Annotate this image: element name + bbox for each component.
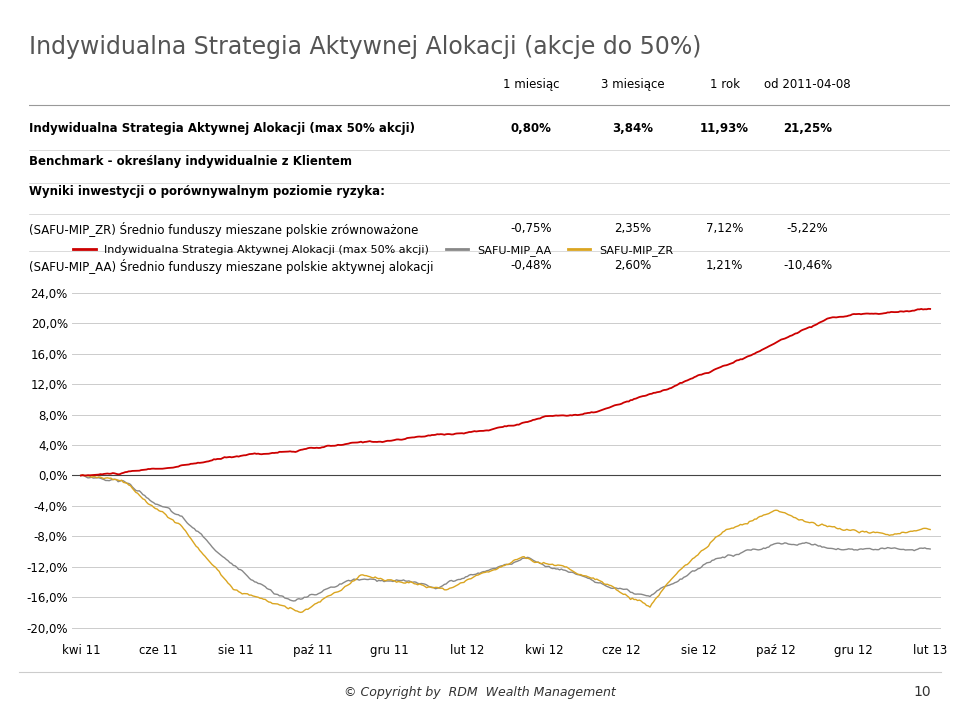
Text: 11,93%: 11,93% [700,121,749,134]
Text: -0,48%: -0,48% [511,259,552,272]
Text: 10: 10 [914,685,931,699]
Text: -5,22%: -5,22% [787,222,828,235]
Text: Benchmark - określany indywidualnie z Klientem: Benchmark - określany indywidualnie z Kl… [29,155,351,168]
Text: Indywidualna Strategia Aktywnej Alokacji (max 50% akcji): Indywidualna Strategia Aktywnej Alokacji… [29,121,415,134]
Text: Wyniki inwestycji o porównywalnym poziomie ryzyka:: Wyniki inwestycji o porównywalnym poziom… [29,186,385,199]
Text: © Copyright by  RDM  Wealth Management: © Copyright by RDM Wealth Management [344,686,616,699]
Text: 3 miesiące: 3 miesiące [601,79,664,92]
Text: 7,12%: 7,12% [706,222,743,235]
Text: 2,35%: 2,35% [613,222,651,235]
Text: 0,80%: 0,80% [511,121,551,134]
Text: -10,46%: -10,46% [783,259,832,272]
Text: Indywidualna Strategia Aktywnej Alokacji (akcje do 50%): Indywidualna Strategia Aktywnej Alokacji… [29,35,701,58]
Text: 2,60%: 2,60% [613,259,651,272]
Text: (SAFU-MIP_AA) Średnio funduszy mieszane polskie aktywnej alokacji: (SAFU-MIP_AA) Średnio funduszy mieszane … [29,259,433,274]
Text: 1,21%: 1,21% [706,259,743,272]
Text: 3,84%: 3,84% [612,121,653,134]
Text: 1 rok: 1 rok [709,79,739,92]
Text: (SAFU-MIP_ZR) Średnio funduszy mieszane polskie zrównoważone: (SAFU-MIP_ZR) Średnio funduszy mieszane … [29,222,419,238]
Text: 21,25%: 21,25% [783,121,832,134]
Text: -0,75%: -0,75% [511,222,552,235]
Legend: Indywidualna Strategia Aktywnej Alokacji (max 50% akcji), SAFU-MIP_AA, SAFU-MIP_: Indywidualna Strategia Aktywnej Alokacji… [69,240,678,261]
Text: 1 miesiąc: 1 miesiąc [503,79,560,92]
Text: od 2011-04-08: od 2011-04-08 [764,79,851,92]
